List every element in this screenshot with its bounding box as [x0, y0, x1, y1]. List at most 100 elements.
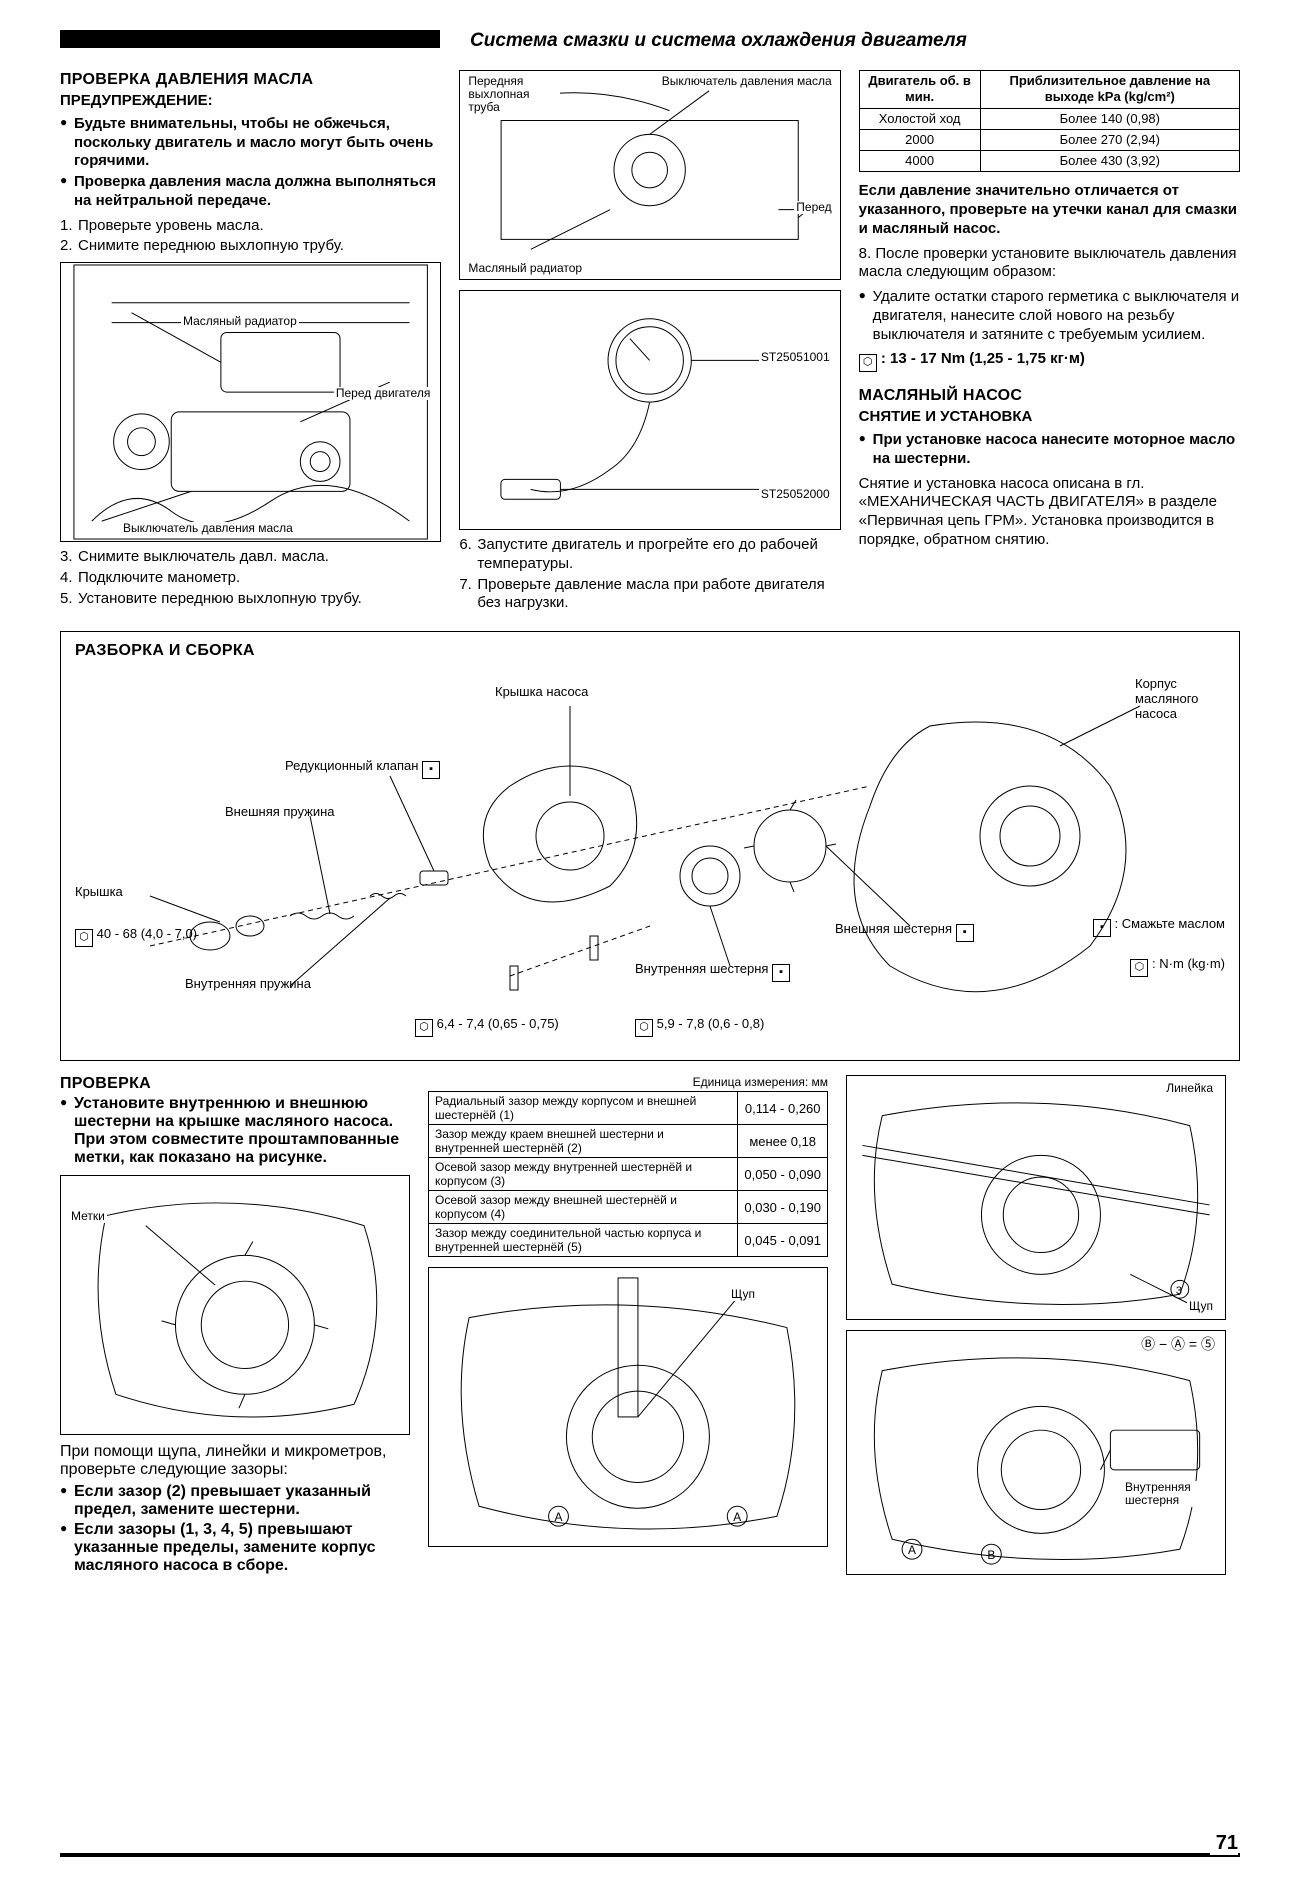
- section-check-title: ПРОВЕРКА: [60, 1075, 410, 1093]
- oil-icon: ▪: [422, 761, 440, 779]
- fig-label: Метки: [69, 1210, 107, 1223]
- step-text: После проверки установите выключатель да…: [859, 245, 1237, 281]
- figure-pressure-gauge: ST25051001 ST25052000: [459, 290, 840, 530]
- table-cell: Холостой ход: [859, 108, 980, 129]
- torque-spec: ⬡ 6,4 - 7,4 (0,65 - 0,75): [415, 1016, 559, 1037]
- legend-item: ▪ : Смажьте маслом: [1093, 916, 1225, 937]
- part-label: Редукционный клапан ▪: [285, 758, 440, 779]
- table-header: Приблизительное давление на выходе kPa (…: [980, 71, 1239, 109]
- fig-part-number: ST25052000: [759, 488, 832, 501]
- table-cell: Зазор между краем внешней шестерни и вну…: [429, 1125, 738, 1158]
- fig-label: Линейка: [1164, 1082, 1215, 1095]
- warning-item: Будьте внимательны, чтобы не обжечься, п…: [60, 115, 441, 171]
- fig-label: Масляный радиатор: [181, 315, 299, 328]
- svg-text:3: 3: [1176, 1285, 1182, 1297]
- figure-feeler-gauge: A A Щуп: [428, 1267, 828, 1547]
- oil-icon: ▪: [772, 964, 790, 982]
- torque-icon: ⬡: [635, 1019, 653, 1037]
- section-oil-pump-title: МАСЛЯНЫЙ НАСОС: [859, 386, 1240, 406]
- bullet-text: Удалите остатки старого герметика с выкл…: [859, 288, 1240, 344]
- step-item: Снимите выключатель давл. масла.: [60, 548, 441, 567]
- oil-icon: ▪: [1093, 919, 1111, 937]
- bullet-text: При установке насоса нанесите моторное м…: [859, 431, 1240, 469]
- table-cell: Зазор между соединительной частью корпус…: [429, 1224, 738, 1257]
- fig-label: Перед двигателя: [334, 387, 432, 400]
- part-label: Корпус масляного насоса: [1135, 676, 1225, 721]
- table-cell: Осевой зазор между внешней шестернёй и к…: [429, 1191, 738, 1224]
- table-cell: 0,114 - 0,260: [738, 1092, 828, 1125]
- part-label: Внешняя пружина: [225, 804, 335, 819]
- figure-gear-detail: A B Ⓑ − Ⓐ = ⑤ Внутренняя шестерня: [846, 1330, 1226, 1575]
- part-label: Внутренняя пружина: [185, 976, 311, 991]
- table-cell: 0,045 - 0,091: [738, 1224, 828, 1257]
- fig-label: Масляный радиатор: [466, 262, 584, 275]
- fig-label: Щуп: [1187, 1300, 1215, 1313]
- bullet-text: Если зазоры (1, 3, 4, 5) превышают указа…: [60, 1521, 410, 1575]
- fig-label: Передняя выхлопная труба: [466, 75, 560, 115]
- torque-spec: ⬡ 5,9 - 7,8 (0,6 - 0,8): [635, 1016, 764, 1037]
- pressure-table: Двигатель об. в мин. Приблизительное дав…: [859, 70, 1240, 172]
- table-cell: Более 140 (0,98): [980, 108, 1239, 129]
- step-item: Проверьте уровень масла.: [60, 217, 441, 236]
- table-cell: Осевой зазор между внутренней шестернёй …: [429, 1158, 738, 1191]
- table-cell: Радиальный зазор между корпусом и внешне…: [429, 1092, 738, 1125]
- body-text: Снятие и установка насоса описана в гл. …: [859, 475, 1240, 550]
- svg-text:A: A: [908, 1543, 916, 1557]
- bullet-text: Если зазор (2) превышает указанный преде…: [60, 1483, 410, 1519]
- table-cell: 4000: [859, 151, 980, 172]
- step-item: Запустите двигатель и прогрейте его до р…: [459, 536, 840, 574]
- torque-spec: ⬡ 40 - 68 (4,0 - 7,0): [75, 926, 197, 947]
- part-label: Внешняя шестерня ▪: [835, 921, 974, 942]
- fig-label: Внутренняя шестерня: [1123, 1481, 1217, 1507]
- bullet-text: Установите внутреннюю и внешнюю шестерни…: [60, 1095, 410, 1167]
- legend-item: ⬡ : N·m (kg·m): [1130, 956, 1225, 977]
- fig-label: Выключатель давления масла: [660, 75, 834, 88]
- figure-ruler-check: 3 Линейка Щуп: [846, 1075, 1226, 1320]
- step-item: Проверьте давление масла при работе двиг…: [459, 576, 840, 614]
- body-text: При помощи щупа, линейки и микрометров, …: [60, 1443, 410, 1479]
- step-item: Установите переднюю выхлопную трубу.: [60, 590, 441, 609]
- exploded-title: РАЗБОРКА И СБОРКА: [75, 642, 1225, 660]
- clearance-table: Радиальный зазор между корпусом и внешне…: [428, 1091, 828, 1257]
- torque-icon: ⬡: [859, 354, 877, 372]
- chapter-title: Система смазки и система охлаждения двиг…: [470, 30, 967, 52]
- figure-gear-marks: Метки: [60, 1175, 410, 1435]
- table-cell: Более 430 (3,92): [980, 151, 1239, 172]
- part-label: Крышка: [75, 884, 123, 899]
- table-unit-label: Единица измерения: мм: [428, 1075, 828, 1089]
- subsection-title: СНЯТИЕ И УСТАНОВКА: [859, 408, 1240, 427]
- torque-value: : 13 - 17 Nm (1,25 - 1,75 кг·м): [881, 350, 1085, 367]
- figure-engine-view: Масляный радиатор Перед двигателя Выключ…: [60, 262, 441, 542]
- oil-icon: ▪: [956, 924, 974, 942]
- warning-label: ПРЕДУПРЕЖДЕНИЕ:: [60, 92, 441, 111]
- fig-label: Щуп: [729, 1288, 757, 1301]
- table-cell: 0,050 - 0,090: [738, 1158, 828, 1191]
- table-cell: 0,030 - 0,190: [738, 1191, 828, 1224]
- figure-exhaust-pipe: Передняя выхлопная труба Выключатель дав…: [459, 70, 840, 280]
- fig-equation: Ⓑ − Ⓐ = ⑤: [1139, 1337, 1217, 1352]
- step-number: 8.: [859, 245, 872, 262]
- fig-arrow-label: Перед: [794, 201, 833, 214]
- torque-icon: ⬡: [75, 929, 93, 947]
- fig-label: Выключатель давления масла: [121, 522, 295, 535]
- page-number: 71: [1210, 1832, 1238, 1855]
- table-cell: 2000: [859, 129, 980, 150]
- part-label: Крышка насоса: [495, 684, 588, 699]
- footer-rule: [60, 1853, 1240, 1857]
- svg-text:B: B: [987, 1548, 995, 1562]
- table-header: Двигатель об. в мин.: [859, 71, 980, 109]
- svg-text:A: A: [733, 1510, 741, 1524]
- fig-part-number: ST25051001: [759, 351, 832, 364]
- warning-item: Проверка давления масла должна выполнять…: [60, 173, 441, 211]
- pressure-warning-text: Если давление значительно отличается от …: [859, 182, 1240, 238]
- section-oil-pressure-title: ПРОВЕРКА ДАВЛЕНИЯ МАСЛА: [60, 70, 441, 90]
- table-cell: менее 0,18: [738, 1125, 828, 1158]
- figure-exploded-assembly: РАЗБОРКА И СБОРКА: [60, 631, 1240, 1061]
- table-cell: Более 270 (2,94): [980, 129, 1239, 150]
- part-label: Внутренняя шестерня ▪: [635, 961, 790, 982]
- header-rule: [60, 30, 440, 48]
- step-item: Подключите манометр.: [60, 569, 441, 588]
- step-item: Снимите переднюю выхлопную трубу.: [60, 237, 441, 256]
- svg-text:A: A: [555, 1510, 563, 1524]
- torque-icon: ⬡: [415, 1019, 433, 1037]
